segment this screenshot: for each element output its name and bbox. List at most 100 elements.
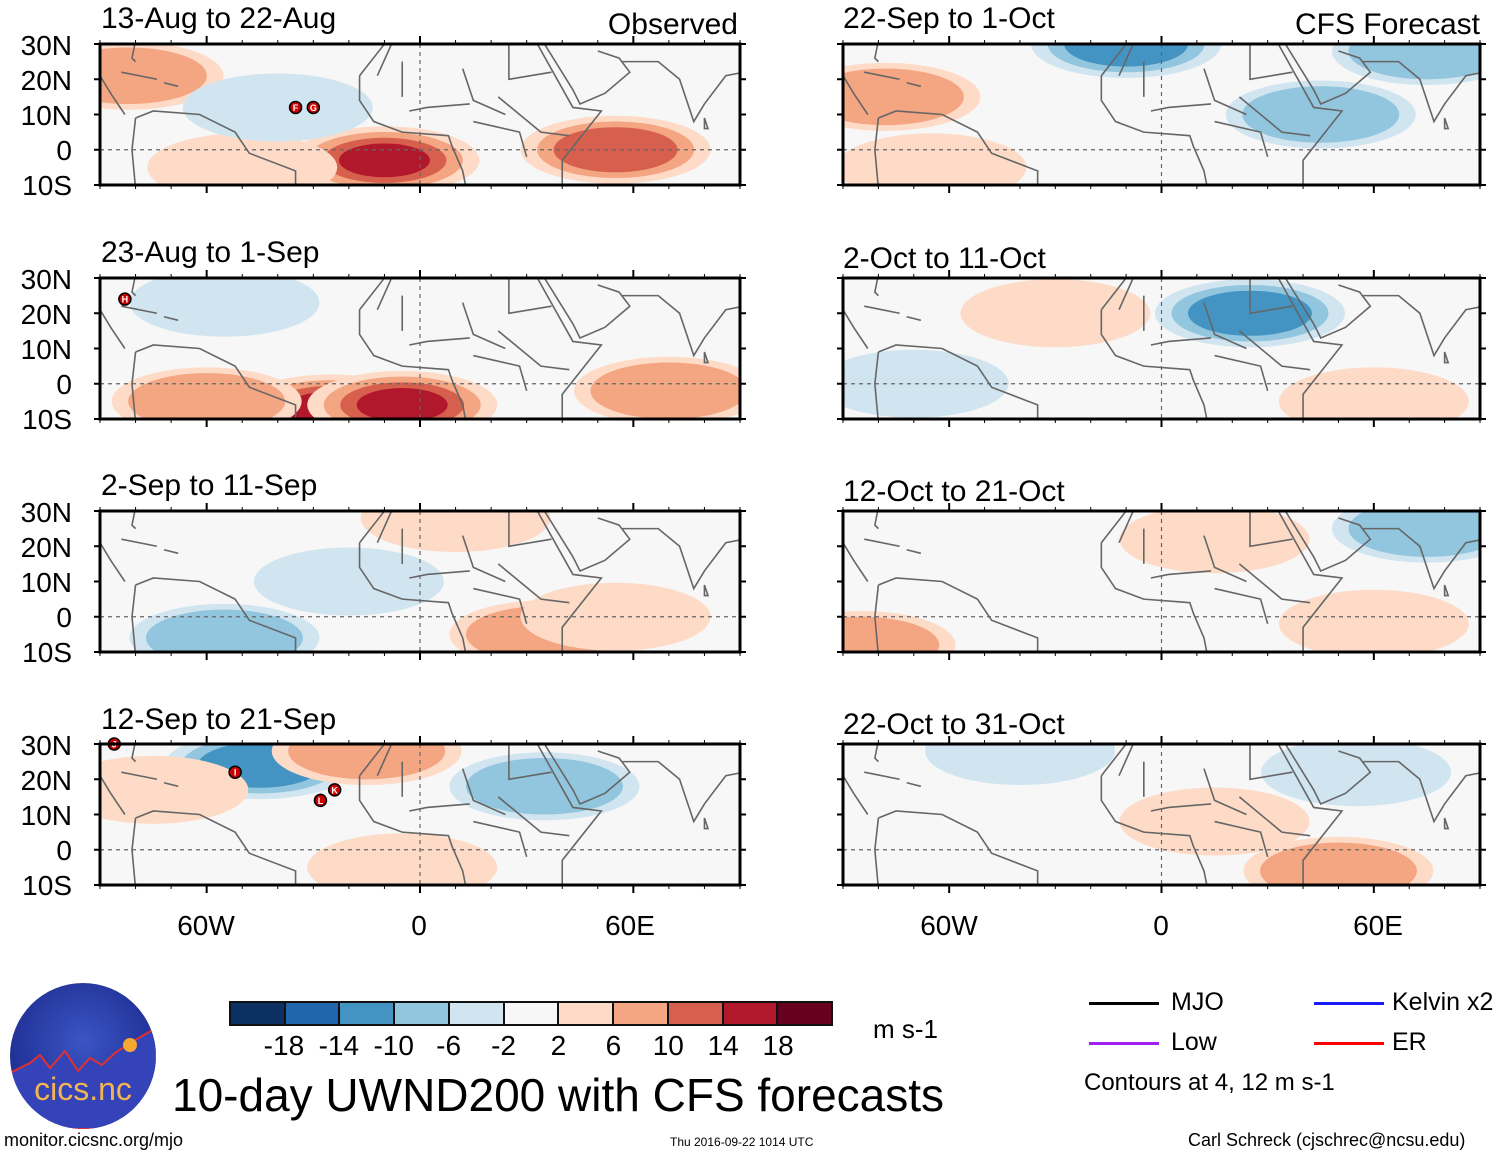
x-tick-label-60e-right: 60E (1353, 910, 1403, 941)
country-border (703, 117, 710, 130)
country-border (1118, 44, 1311, 158)
x-tick-label-60e-left: 60E (605, 910, 655, 941)
colorbar-tick-label: 18 (762, 1030, 794, 1061)
country-border (843, 511, 922, 582)
wind-anomaly-region (1119, 511, 1310, 574)
panel-title-fc1: 22-Sep to 1-Oct (843, 2, 1055, 35)
colorbar-swatch (559, 1003, 615, 1024)
y-tick-label: 0 (56, 835, 72, 866)
map-panel-fc4 (837, 736, 1486, 893)
contour-note: Contours at 4, 12 m s-1 (1084, 1069, 1335, 1096)
wind-anomaly-region (360, 511, 551, 553)
country-border (1100, 278, 1344, 419)
country-border (358, 744, 603, 885)
svg-text:I: I (234, 768, 237, 778)
legend-label-mjo: MJO (1171, 988, 1224, 1016)
wind-anomaly-region (960, 279, 1151, 348)
colorbar-tick-label: -14 (318, 1030, 360, 1061)
tropical-storm-icon-f: F (288, 100, 303, 115)
country-border (358, 278, 603, 419)
wind-anomaly-region (128, 373, 286, 419)
wind-anomaly-region (356, 388, 448, 419)
colorbar-tick-label: -18 (263, 1030, 305, 1061)
colorbar-tick-label: 6 (605, 1030, 622, 1061)
colorbar-swatch (723, 1003, 779, 1024)
y-tick-label: 30N (20, 264, 72, 295)
country-border (843, 278, 922, 349)
svg-text:L: L (318, 796, 324, 806)
panel-title-fc2: 2-Oct to 11-Oct (843, 242, 1046, 275)
wind-anomaly-region (843, 616, 940, 652)
country-border (376, 744, 570, 858)
colorbar-tick-label: -2 (491, 1030, 516, 1061)
y-tick-label: 10S (22, 404, 72, 435)
colorbar-swatch (449, 1003, 505, 1024)
wind-anomaly-region (1064, 44, 1189, 67)
country-border (843, 44, 922, 115)
country-border (874, 110, 1039, 185)
y-tick-label: 20N (20, 765, 72, 796)
wind-anomaly-region (1278, 367, 1469, 419)
y-tick-label: 20N (20, 299, 72, 330)
country-border (703, 351, 710, 364)
y-tick-label: 0 (56, 602, 72, 633)
footer-author: Carl Schreck (cjschrec@ncsu.edu) (1188, 1130, 1466, 1150)
y-tick-label: 30N (20, 497, 72, 528)
colorbar-swatch (668, 1003, 724, 1024)
y-tick-label: 10S (22, 170, 72, 201)
svg-text:G: G (310, 103, 317, 113)
wind-anomaly-region (1348, 44, 1480, 80)
x-tick-label-60w-left: 60W (177, 910, 235, 941)
colorbar-units: m s-1 (873, 1014, 938, 1044)
tropical-storm-icon-h: H (118, 292, 132, 306)
colorbar-swatch (395, 1003, 450, 1024)
colorbar-swatch (340, 1003, 396, 1024)
y-tick-label: 10N (20, 800, 72, 831)
country-border (543, 511, 740, 591)
country-border (1118, 744, 1311, 858)
country-border (874, 810, 1039, 885)
country-border (703, 817, 710, 830)
panel-title-obs4: 12-Sep to 21-Sep (101, 703, 337, 736)
wind-anomaly-region (590, 362, 740, 419)
svg-text:K: K (331, 785, 338, 795)
country-border (1443, 584, 1450, 597)
y-tick-label: 30N (20, 30, 72, 61)
country-border (874, 344, 1039, 419)
wind-anomaly-region (182, 73, 373, 142)
country-border (703, 584, 710, 597)
map-panel-fc2 (837, 270, 1486, 427)
country-border (100, 744, 179, 815)
wind-anomaly-region (129, 278, 320, 337)
y-tick-label: 10N (20, 334, 72, 365)
country-border (1284, 511, 1480, 591)
country-border (358, 511, 603, 652)
colorbar-tick-label: 10 (652, 1030, 684, 1061)
panel-title-obs1: 13-Aug to 22-Aug (101, 2, 337, 35)
colorbar (229, 1001, 833, 1026)
cfs-forecast-label: CFS Forecast (1294, 8, 1480, 41)
wind-anomaly-region (253, 547, 444, 616)
country-border (543, 278, 740, 358)
map-panel-fc1 (837, 36, 1486, 193)
country-border (1118, 511, 1311, 625)
legend-line-kelvin (1314, 1002, 1384, 1005)
country-border (1443, 817, 1450, 830)
footer-timestamp: Thu 2016-09-22 1014 UTC (670, 1135, 814, 1149)
wind-anomaly-region (924, 744, 1115, 786)
colorbar-tick-label: 14 (707, 1030, 739, 1061)
y-tick-label: 0 (56, 369, 72, 400)
tropical-storm-icon-l: L (313, 793, 328, 808)
svg-text:F: F (293, 103, 299, 113)
colorbar-swatch (285, 1003, 341, 1024)
country-border (1284, 278, 1480, 358)
wind-anomaly-region (843, 133, 1027, 185)
footer-url[interactable]: monitor.cicsnc.org/mjo (4, 1130, 184, 1150)
wind-anomaly-region (338, 143, 430, 178)
map-panel-obs2: H (94, 270, 746, 427)
figure-title: 10-day UWND200 with CFS forecasts (172, 1069, 945, 1121)
tropical-storm-icon-k: K (327, 783, 342, 797)
country-border (100, 278, 179, 349)
panel-title-obs2: 23-Aug to 1-Sep (101, 236, 320, 269)
